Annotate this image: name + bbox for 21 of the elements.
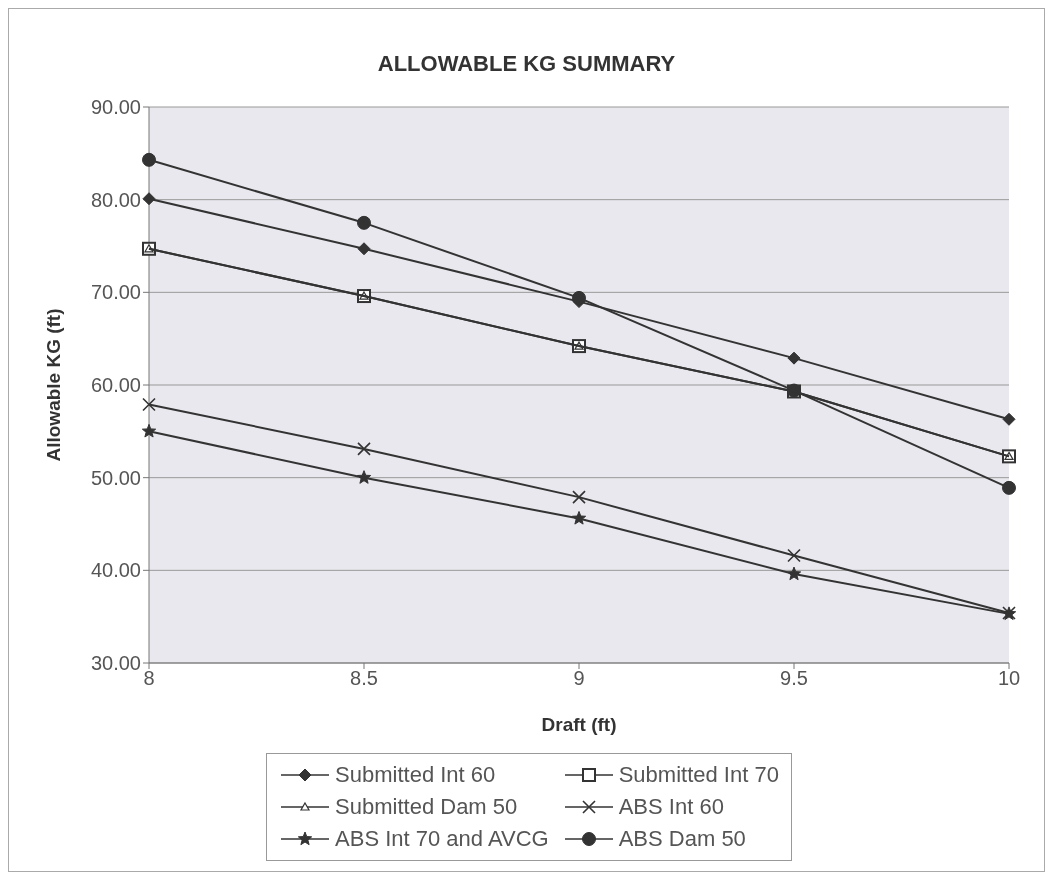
legend-label: ABS Dam 50	[618, 826, 746, 852]
y-tick-label: 80.00	[90, 188, 141, 211]
y-tick-label: 60.00	[90, 374, 141, 397]
y-tick-label: 50.00	[90, 466, 141, 489]
legend-label: Submitted Dam 50	[335, 794, 518, 820]
legend-label: ABS Int 70 and AVCG	[335, 826, 549, 852]
x-tick-label: 9.5	[780, 667, 808, 690]
x-tick-label: 10	[997, 667, 1021, 690]
legend-label: Submitted Int 70	[618, 762, 779, 788]
y-tick-label: 70.00	[90, 281, 141, 304]
x-tick-label: 8	[143, 667, 155, 690]
chart-title: ALLOWABLE KG SUMMARY	[376, 50, 677, 78]
y-axis-title: Allowable KG (ft)	[42, 308, 64, 462]
x-tick-label: 8.5	[350, 667, 378, 690]
legend-label: ABS Int 60	[618, 794, 724, 820]
x-axis-title: Draft (ft)	[541, 714, 617, 735]
legend-label: Submitted Int 60	[335, 762, 496, 788]
y-tick-label: 30.00	[90, 652, 141, 675]
x-tick-label: 9	[573, 667, 585, 690]
y-tick-label: 40.00	[90, 559, 141, 582]
y-tick-label: 90.00	[90, 96, 141, 119]
